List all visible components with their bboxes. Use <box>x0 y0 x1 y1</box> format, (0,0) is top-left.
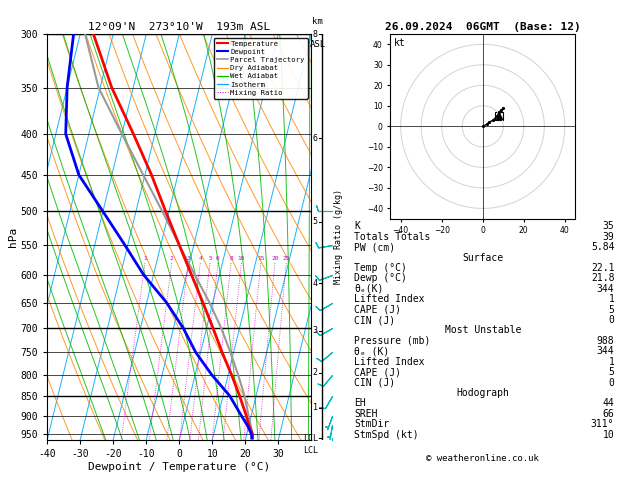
Text: Pressure (mb): Pressure (mb) <box>354 336 430 346</box>
Text: Lifted Index: Lifted Index <box>354 294 425 304</box>
Text: Surface: Surface <box>462 253 503 262</box>
Text: © weatheronline.co.uk: © weatheronline.co.uk <box>426 454 539 464</box>
Text: 1: 1 <box>608 294 615 304</box>
Text: 344: 344 <box>597 347 615 356</box>
Text: 8: 8 <box>229 257 233 261</box>
Text: StmSpd (kt): StmSpd (kt) <box>354 430 419 440</box>
Text: 2: 2 <box>170 257 174 261</box>
Text: PW (cm): PW (cm) <box>354 242 395 252</box>
Text: 66: 66 <box>603 409 615 419</box>
X-axis label: Dewpoint / Temperature (°C): Dewpoint / Temperature (°C) <box>88 462 270 471</box>
Text: EH: EH <box>354 399 365 408</box>
Legend: Temperature, Dewpoint, Parcel Trajectory, Dry Adiabat, Wet Adiabat, Isotherm, Mi: Temperature, Dewpoint, Parcel Trajectory… <box>214 37 308 99</box>
Text: Temp (°C): Temp (°C) <box>354 263 407 273</box>
Text: 44: 44 <box>603 399 615 408</box>
Text: CAPE (J): CAPE (J) <box>354 305 401 314</box>
Text: 4: 4 <box>198 257 202 261</box>
Text: 1: 1 <box>608 357 615 367</box>
Text: 10: 10 <box>603 430 615 440</box>
Text: 26.09.2024  06GMT  (Base: 12): 26.09.2024 06GMT (Base: 12) <box>385 21 581 32</box>
Text: 3: 3 <box>186 257 190 261</box>
Text: 0: 0 <box>608 315 615 325</box>
Text: 5: 5 <box>608 367 615 377</box>
Text: km: km <box>312 17 323 26</box>
Text: LCL: LCL <box>303 446 318 455</box>
Text: 344: 344 <box>597 284 615 294</box>
Text: 12°09'N  273°10'W  193m ASL: 12°09'N 273°10'W 193m ASL <box>88 21 270 32</box>
Text: 21.8: 21.8 <box>591 274 615 283</box>
Bar <box>495 112 503 120</box>
Text: 5: 5 <box>608 305 615 314</box>
Text: 20: 20 <box>271 257 279 261</box>
Text: 8: 8 <box>313 30 318 38</box>
Text: CAPE (J): CAPE (J) <box>354 367 401 377</box>
Y-axis label: hPa: hPa <box>8 227 18 247</box>
Text: StmDir: StmDir <box>354 419 389 429</box>
Text: Mixing Ratio (g/kg): Mixing Ratio (g/kg) <box>333 190 343 284</box>
Text: 0: 0 <box>608 378 615 387</box>
Text: Hodograph: Hodograph <box>456 388 509 398</box>
Text: Totals Totals: Totals Totals <box>354 232 430 242</box>
Text: 2: 2 <box>313 368 318 377</box>
Text: 6: 6 <box>313 134 318 143</box>
Text: 6: 6 <box>216 257 220 261</box>
Text: 988: 988 <box>597 336 615 346</box>
Text: ASL: ASL <box>309 40 326 49</box>
Text: SREH: SREH <box>354 409 377 419</box>
Text: Dewp (°C): Dewp (°C) <box>354 274 407 283</box>
Text: K: K <box>354 221 360 231</box>
Text: 25: 25 <box>282 257 290 261</box>
Text: θₑ(K): θₑ(K) <box>354 284 384 294</box>
Text: 5: 5 <box>313 217 318 226</box>
Text: 5.84: 5.84 <box>591 242 615 252</box>
Text: CIN (J): CIN (J) <box>354 378 395 387</box>
Text: 15: 15 <box>257 257 265 261</box>
Text: 5: 5 <box>208 257 212 261</box>
Text: Most Unstable: Most Unstable <box>445 326 521 335</box>
Text: 3: 3 <box>313 326 318 335</box>
Text: 10: 10 <box>238 257 245 261</box>
Text: LCL: LCL <box>303 434 318 443</box>
Text: 22.1: 22.1 <box>591 263 615 273</box>
Text: θₑ (K): θₑ (K) <box>354 347 389 356</box>
Text: Lifted Index: Lifted Index <box>354 357 425 367</box>
Text: CIN (J): CIN (J) <box>354 315 395 325</box>
Text: kt: kt <box>394 38 406 48</box>
Text: 35: 35 <box>603 221 615 231</box>
Text: 39: 39 <box>603 232 615 242</box>
Text: 4: 4 <box>313 279 318 288</box>
Text: 311°: 311° <box>591 419 615 429</box>
Text: 1: 1 <box>313 403 318 412</box>
Text: 1: 1 <box>143 257 147 261</box>
